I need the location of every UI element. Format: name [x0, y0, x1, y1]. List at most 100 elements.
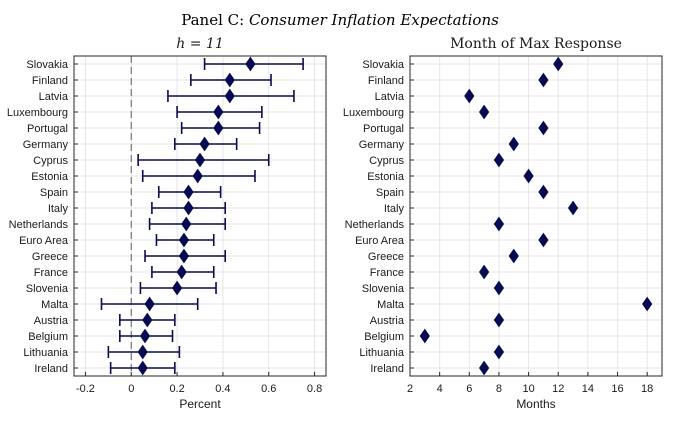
panel-month-max-ytick-label: Spain — [376, 187, 404, 199]
panel-month-max-xtick-label: 16 — [611, 383, 623, 395]
panel-month-max-point — [538, 120, 549, 136]
panel-month-max-ytick-label: Malta — [377, 299, 405, 311]
panel-month-max-ytick-label: Lithuania — [359, 347, 405, 359]
panel-month-max-ytick-label: Latvia — [375, 91, 405, 103]
panel-month-max-subtitle: Month of Max Response — [450, 36, 622, 52]
panel-month-max-point — [493, 312, 505, 328]
panel-h11-point — [171, 280, 183, 296]
panel-h11-ytick-label: Latvia — [39, 91, 69, 103]
panel-h11-ytick-label: Estonia — [31, 171, 69, 183]
panel-h11-point — [183, 184, 194, 200]
panel-month-max-point — [642, 296, 653, 312]
panel-h11-ytick-label: Austria — [34, 315, 69, 327]
panel-h11-xtick-label: 0.8 — [307, 383, 322, 395]
panel-h11-point — [181, 216, 192, 232]
panel-h11-ytick-label: Slovakia — [26, 59, 68, 71]
panel-h11-ytick-label: Spain — [40, 187, 68, 199]
panel-month-max-ytick-label: Finland — [368, 75, 404, 87]
panel-month-max-ytick-label: Ireland — [370, 363, 404, 375]
panel-h11-xtick-label: 0.2 — [169, 383, 184, 395]
panel-month-max-point — [479, 264, 490, 280]
panel-h11-ytick-label: Netherlands — [9, 219, 69, 231]
panel-month-max-ytick-label: Germany — [359, 139, 405, 151]
panel-month-max-point — [538, 72, 549, 88]
panel-h11-point — [137, 344, 148, 360]
panel-h11-point — [176, 264, 187, 280]
panel-month-max-ytick-label: Cyprus — [369, 155, 404, 167]
panel-h11-ytick-label: France — [34, 267, 68, 279]
panel-month-max-xlabel: Months — [516, 397, 555, 411]
panel-h11-ytick-label: Germany — [23, 139, 69, 151]
panel-h11-point — [137, 360, 148, 376]
panel-h11-xtick-label: 0.4 — [215, 383, 230, 395]
panel-h11-xlabel: Percent — [179, 397, 221, 411]
panel-h11-ytick-label: Greece — [32, 251, 68, 263]
panel-h11-point — [194, 152, 206, 168]
panel-month-max-ytick-label: Belgium — [364, 331, 404, 343]
panel-h11-xtick-label: 0 — [128, 383, 134, 395]
panel-month-max-point — [493, 152, 505, 168]
panel-h11-point — [178, 232, 190, 248]
panel-h11-point — [178, 248, 190, 264]
panel-h11: h = 11 Percent -0.2 0 0.2 0.4 0.6 0.8 Slovakia… — [7, 36, 327, 411]
panel-h11-xtick-label: -0.2 — [76, 383, 95, 395]
panel-month-max-point — [553, 56, 564, 72]
panel-h11-point — [224, 88, 235, 104]
panel-month-max-ytick-label: Italy — [384, 203, 405, 215]
panel-month-max-point — [523, 168, 534, 184]
panel-h11-point — [183, 200, 194, 216]
panel-h11-ytick-label: Italy — [48, 203, 69, 215]
panel-h11-subtitle: h = 11 — [176, 36, 223, 52]
panel-month-max-ytick-label: Portugal — [363, 123, 404, 135]
panel-month-max-xtick-label: 8 — [496, 383, 502, 395]
panel-month-max-xtick-label: 14 — [582, 383, 594, 395]
panel-h11-ytick-label: Euro Area — [19, 235, 69, 247]
panel-month-max-ytick-label: Luxembourg — [343, 107, 404, 119]
panel-month-max-point — [464, 88, 475, 104]
panel-month-max-ytick-label: Slovenia — [362, 283, 405, 295]
panel-month-max-axes-frame — [409, 55, 663, 377]
panel-month-max-point — [419, 328, 430, 344]
panel-month-max-xtick-label: 2 — [407, 383, 413, 395]
panel-h11-ytick-label: Cyprus — [33, 155, 68, 167]
panel-month-max-xtick-label: 4 — [437, 383, 443, 395]
panel-h11-point — [224, 72, 235, 88]
panel-h11-point — [144, 296, 155, 312]
panel-month-max-ytick-label: France — [370, 267, 404, 279]
panel-h11-point — [213, 120, 224, 136]
panel-h11-point — [139, 328, 151, 344]
panel-h11-ytick-label: Slovenia — [26, 283, 69, 295]
panel-month-max-point — [493, 280, 505, 296]
panel-month-max-ytick-label: Austria — [370, 315, 405, 327]
panel-month-max-point — [508, 248, 519, 264]
panel-h11-axes-frame — [73, 55, 327, 377]
panel-h11-point — [245, 56, 256, 72]
panel-month-max: Month of Max Response Months 2 4 6 8 10 12 14 1… — [343, 36, 663, 411]
panel-month-max-point — [493, 344, 505, 360]
panel-h11-point — [142, 312, 153, 328]
panel-h11-ytick-label: Belgium — [28, 331, 68, 343]
panel-month-max-xtick-label: 18 — [641, 383, 653, 395]
panel-h11-ytick-label: Malta — [41, 299, 69, 311]
panel-h11-ytick-label: Portugal — [27, 123, 68, 135]
panel-month-max-point — [567, 200, 579, 216]
panel-month-max-point — [479, 360, 490, 376]
panel-month-max-ytick-label: Netherlands — [345, 219, 405, 231]
panel-month-max-point — [538, 232, 549, 248]
panel-month-max-ytick-label: Slovakia — [362, 59, 404, 71]
panel-month-max-point — [508, 136, 519, 152]
panel-h11-xtick-label: 0.6 — [261, 383, 276, 395]
panel-h11-point — [199, 136, 210, 152]
panel-month-max-ytick-label: Greece — [368, 251, 404, 263]
figure-title: Panel C: Consumer Inflation Expectations — [181, 11, 499, 29]
panel-month-max-point — [538, 184, 549, 200]
panel-month-max-point — [479, 104, 490, 120]
panel-h11-ytick-label: Finland — [32, 75, 68, 87]
panel-h11-point — [213, 104, 224, 120]
panel-month-max-xtick-label: 10 — [522, 383, 534, 395]
panel-month-max-point — [493, 216, 505, 232]
panel-h11-ytick-label: Ireland — [34, 363, 68, 375]
panel-month-max-ytick-label: Estonia — [367, 171, 405, 183]
panel-month-max-xtick-label: 12 — [552, 383, 564, 395]
